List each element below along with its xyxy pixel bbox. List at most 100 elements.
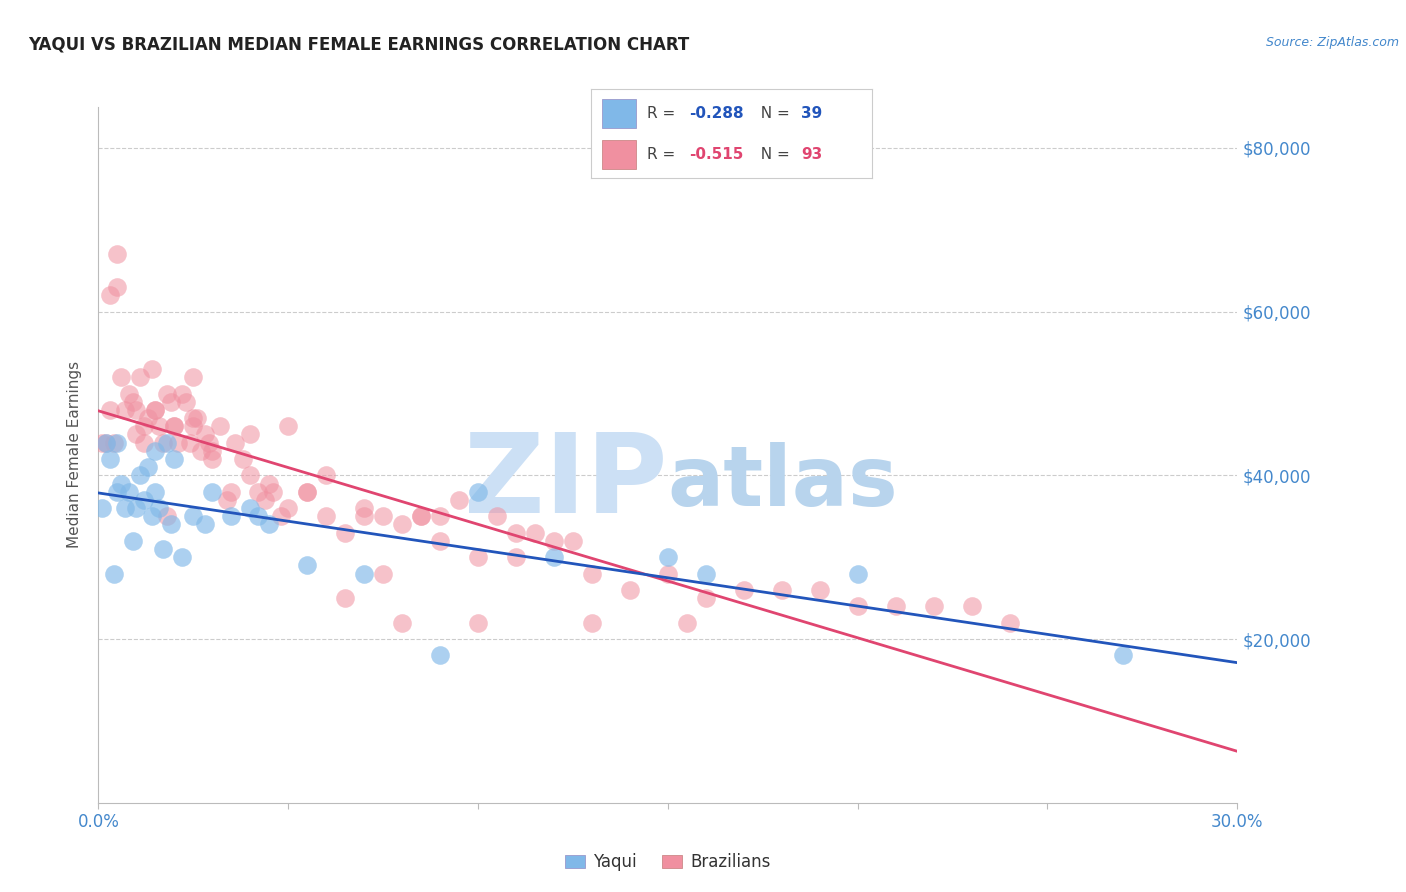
Point — [91, 501, 114, 516]
Point — [315, 509, 337, 524]
Point — [239, 468, 262, 483]
Point — [190, 443, 212, 458]
Point — [411, 509, 433, 524]
Point — [152, 542, 174, 557]
Point — [922, 599, 945, 614]
Point — [246, 509, 269, 524]
Point — [110, 476, 132, 491]
Text: atlas: atlas — [668, 442, 898, 524]
Point — [371, 566, 394, 581]
Point — [114, 403, 136, 417]
Point — [524, 525, 547, 540]
Point — [429, 533, 451, 548]
Point — [429, 509, 451, 524]
Point — [170, 386, 193, 401]
Point — [297, 484, 319, 499]
Text: 39: 39 — [801, 106, 823, 120]
Point — [221, 484, 243, 499]
Point — [297, 484, 319, 499]
Point — [148, 501, 170, 516]
Point — [467, 484, 489, 499]
Point — [94, 435, 117, 450]
Point — [194, 427, 217, 442]
Point — [107, 435, 129, 450]
Point — [167, 435, 190, 450]
Point — [335, 525, 357, 540]
Point — [808, 582, 831, 597]
Point — [197, 435, 219, 450]
Point — [315, 468, 337, 483]
Point — [770, 582, 793, 597]
Point — [183, 370, 205, 384]
Point — [270, 509, 292, 524]
Point — [107, 247, 129, 261]
Point — [186, 411, 208, 425]
Point — [353, 566, 375, 581]
Point — [224, 435, 246, 450]
Point — [103, 435, 125, 450]
Point — [429, 648, 451, 663]
Point — [262, 484, 284, 499]
Point — [163, 419, 186, 434]
Point — [152, 435, 174, 450]
Point — [98, 288, 121, 302]
Point — [103, 566, 125, 581]
Point — [619, 582, 641, 597]
Point — [486, 509, 509, 524]
Text: R =: R = — [647, 147, 681, 161]
Point — [277, 419, 299, 434]
Text: YAQUI VS BRAZILIAN MEDIAN FEMALE EARNINGS CORRELATION CHART: YAQUI VS BRAZILIAN MEDIAN FEMALE EARNING… — [28, 36, 689, 54]
Point — [232, 452, 254, 467]
Point — [145, 403, 167, 417]
Point — [125, 403, 148, 417]
Text: Source: ZipAtlas.com: Source: ZipAtlas.com — [1265, 36, 1399, 49]
Point — [145, 484, 167, 499]
Point — [657, 550, 679, 565]
Text: -0.288: -0.288 — [689, 106, 744, 120]
Point — [695, 566, 717, 581]
Point — [163, 419, 186, 434]
Point — [174, 394, 197, 409]
Point — [657, 566, 679, 581]
Point — [353, 509, 375, 524]
Point — [121, 533, 143, 548]
Point — [145, 403, 167, 417]
Point — [129, 468, 152, 483]
Legend: Yaqui, Brazilians: Yaqui, Brazilians — [558, 847, 778, 878]
Point — [676, 615, 699, 630]
Point — [998, 615, 1021, 630]
Point — [411, 509, 433, 524]
Point — [217, 492, 239, 507]
Point — [733, 582, 755, 597]
Point — [246, 484, 269, 499]
Point — [98, 452, 121, 467]
Text: ZIP: ZIP — [464, 429, 668, 536]
Point — [194, 517, 217, 532]
Point — [183, 411, 205, 425]
Point — [201, 452, 224, 467]
Text: R =: R = — [647, 106, 681, 120]
Point — [156, 509, 179, 524]
Point — [254, 492, 277, 507]
Point — [960, 599, 983, 614]
Point — [259, 517, 281, 532]
Point — [277, 501, 299, 516]
Point — [259, 476, 281, 491]
Point — [695, 591, 717, 606]
Point — [114, 501, 136, 516]
Point — [239, 501, 262, 516]
Point — [581, 615, 603, 630]
Point — [1112, 648, 1135, 663]
Point — [467, 550, 489, 565]
Bar — [602, 140, 636, 169]
Text: 93: 93 — [801, 147, 823, 161]
Point — [136, 411, 159, 425]
Point — [562, 533, 585, 548]
Point — [91, 435, 114, 450]
Point — [163, 452, 186, 467]
Point — [159, 517, 181, 532]
Point — [136, 460, 159, 475]
Point — [884, 599, 907, 614]
Point — [129, 370, 152, 384]
Point — [297, 558, 319, 573]
